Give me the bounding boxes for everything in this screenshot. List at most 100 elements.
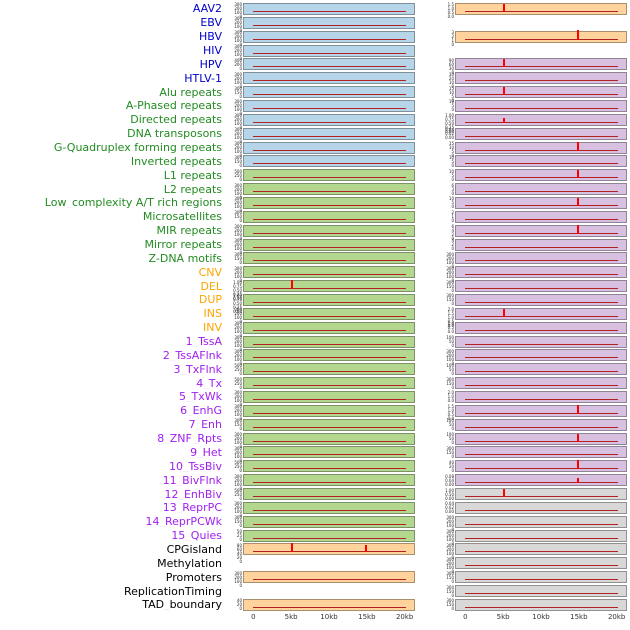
- right-yaxis-ticks: 300 200 100 0: [415, 516, 455, 532]
- signal-baseline: [464, 412, 618, 414]
- y-tick-label: 0: [239, 56, 242, 61]
- row-label: CPGisland: [166, 543, 222, 555]
- y-tick-label: 0.5: [447, 10, 454, 16]
- y-tick-label: 1.0: [447, 6, 454, 12]
- right-strip: [455, 155, 627, 168]
- signal-baseline: [252, 274, 406, 276]
- signal-baseline: [464, 191, 618, 193]
- signal-baseline: [252, 606, 406, 608]
- signal-baseline: [464, 66, 618, 68]
- y-tick-label: 0: [451, 69, 454, 75]
- y-tick-label: 30: [448, 65, 454, 71]
- x-tick-label: 10kb: [532, 612, 550, 621]
- left-strip: [243, 169, 415, 182]
- feature-row: 7_Enh 300 150 0 100 50 0: [0, 418, 630, 432]
- x-axis-spacer: [0, 612, 243, 628]
- y-tick-label: 4: [451, 238, 454, 244]
- y-tick-label: 150: [446, 380, 454, 386]
- right-yaxis-ticks: 2.0 1.0 0.0: [415, 391, 455, 403]
- signal-baseline: [464, 232, 618, 234]
- y-tick-label: 0: [239, 402, 242, 408]
- y-tick-label: 5: [451, 200, 454, 206]
- row-label: DEL: [200, 280, 222, 292]
- y-tick-label: 0: [451, 453, 454, 459]
- x-tick-label: 15kb: [570, 612, 588, 621]
- y-tick-label: 300: [446, 529, 454, 535]
- left-strip: [243, 183, 415, 196]
- y-tick-label: 10: [448, 196, 454, 202]
- signal-baseline: [252, 496, 406, 497]
- right-strip: [455, 321, 627, 334]
- feature-row: 15_Quies 50 25 0 300 200 100 0: [0, 529, 630, 547]
- left-yaxis-ticks: 300 200 100 0: [227, 17, 243, 33]
- row-label: 6_EnhG: [180, 405, 222, 417]
- y-tick-label: 0: [239, 360, 242, 366]
- y-tick-label: 6: [451, 224, 454, 230]
- left-yaxis-ticks: 300 200 100 0: [227, 239, 243, 255]
- y-tick-label: 10: [448, 99, 454, 105]
- y-tick-label: 0.04: [445, 127, 454, 133]
- feature-row: Z-DNA motifs 300 150 0 300 200 100 0: [0, 251, 630, 268]
- row-label: Z-DNA motifs: [148, 252, 222, 264]
- right-yaxis-ticks: 100 50 0: [415, 419, 455, 431]
- y-tick-label: 50: [448, 339, 454, 345]
- right-strip: [455, 418, 627, 431]
- y-tick-label: 0.02: [445, 131, 454, 137]
- y-tick-label: 500: [234, 487, 242, 493]
- y-tick-label: 100: [446, 273, 454, 279]
- left-yaxis-ticks: 300 200 100 0: [227, 474, 243, 490]
- y-tick-label: 0: [239, 14, 242, 20]
- right-strip: [455, 30, 627, 43]
- signal-baseline: [464, 537, 618, 539]
- x-axis-right: 0 5kb 10kb 15kb 20kb: [455, 612, 627, 628]
- y-tick-label: 300: [234, 30, 242, 36]
- y-tick-label: 0: [451, 218, 454, 224]
- signal-peak: [577, 478, 580, 484]
- right-yaxis-ticks: 300 200 100 0: [415, 543, 455, 559]
- left-strip: [243, 30, 415, 43]
- y-tick-label: 150: [446, 283, 454, 289]
- left-yaxis-ticks: 300 200 100 0: [227, 100, 243, 116]
- left-yaxis-ticks: [227, 558, 243, 569]
- left-strip: [243, 72, 415, 85]
- right-yaxis-ticks: 100 50 0: [415, 363, 455, 375]
- y-tick-label: 300: [446, 376, 454, 382]
- x-axis-left: 0 5kb 10kb 15kb 20kb: [243, 612, 415, 628]
- signal-peak: [502, 308, 505, 317]
- signal-baseline: [252, 398, 406, 400]
- signal-baseline: [252, 537, 406, 539]
- signal-baseline: [464, 218, 618, 220]
- y-tick-label: 200: [234, 117, 242, 123]
- row-label: 12_EnhBiv: [164, 488, 222, 500]
- x-tick-label: 5kb: [496, 612, 510, 621]
- row-label: DNA transposons: [127, 128, 222, 140]
- signal-peak: [502, 489, 505, 497]
- signal-baseline: [464, 301, 618, 303]
- left-strip: [243, 418, 415, 431]
- right-strip: [455, 72, 627, 85]
- y-tick-label: 0: [451, 541, 454, 547]
- right-yaxis-ticks: [415, 45, 455, 56]
- y-tick-label: 0: [451, 467, 454, 473]
- feature-row: INV 300 200 100 0 1.0 0.5 0.0: [0, 321, 630, 338]
- feature-row: 3_TxFlnk 500 250 0 100 50 0: [0, 362, 630, 376]
- left-yaxis-ticks: 300 200 100 0: [227, 142, 243, 158]
- y-tick-label: 300: [446, 445, 454, 451]
- signal-baseline: [252, 315, 406, 317]
- y-tick-label: 300: [446, 584, 454, 590]
- y-tick-label: 300: [234, 570, 242, 576]
- feature-row: HTLV-1 300 200 100 0 30 20 10 0: [0, 71, 630, 88]
- left-strip: [243, 86, 415, 99]
- y-tick-label: 300: [234, 85, 242, 91]
- left-yaxis-ticks: 1.00 0.75 0.50 0.25 0.00: [227, 280, 243, 300]
- signal-peak: [502, 58, 505, 68]
- y-tick-label: 0: [451, 83, 454, 89]
- y-tick-label: 0: [239, 457, 242, 463]
- y-tick-label: 300: [234, 404, 242, 410]
- feature-row: 8_ZNF_Rpts 300 200 100 0 100 50 0: [0, 432, 630, 449]
- left-yaxis-ticks: 80 60 40 20 0: [227, 543, 243, 563]
- right-strip: [455, 113, 627, 126]
- left-yaxis-ticks: 300 200 100 0: [227, 308, 243, 324]
- y-tick-label: 300: [234, 321, 242, 327]
- feature-row: DUP 1.00 0.75 0.50 0.25 0.00 300 150 0: [0, 293, 630, 314]
